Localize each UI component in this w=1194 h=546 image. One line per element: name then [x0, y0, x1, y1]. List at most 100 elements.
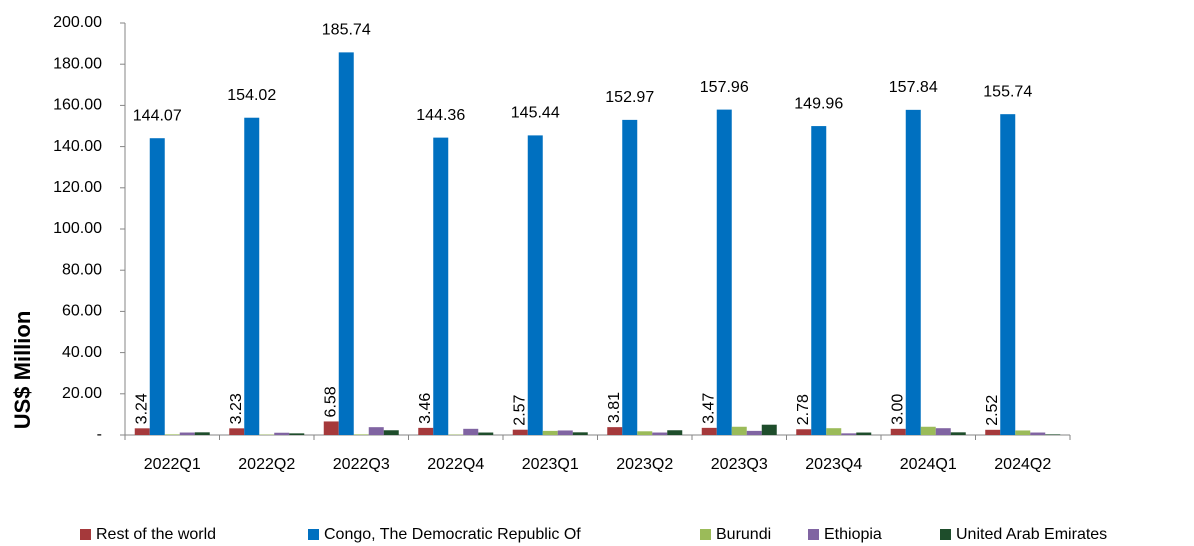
data-label: 3.46 — [417, 393, 434, 424]
data-label: 3.47 — [700, 393, 717, 424]
x-tick-label: 2023Q4 — [805, 456, 862, 473]
y-tick-label: 40.00 — [62, 344, 102, 361]
bar — [463, 428, 479, 435]
data-label: 3.23 — [228, 393, 245, 424]
x-tick-label: 2022Q2 — [238, 456, 295, 473]
data-label: 157.84 — [889, 79, 938, 96]
bar — [935, 428, 951, 435]
bar — [796, 429, 812, 435]
x-tick-label: 2022Q1 — [144, 456, 201, 473]
bar — [826, 428, 842, 435]
bar — [338, 52, 354, 435]
bar — [1030, 432, 1046, 435]
bar — [418, 427, 434, 435]
bar — [164, 434, 180, 435]
legend-swatch — [80, 529, 91, 540]
x-tick-label: 2022Q3 — [333, 456, 390, 473]
data-label: 145.44 — [511, 105, 560, 122]
bar — [572, 432, 588, 435]
y-tick-label: - — [97, 426, 102, 443]
bar — [557, 430, 573, 435]
data-label: 152.97 — [605, 89, 654, 106]
bar — [841, 433, 857, 435]
bar — [1015, 430, 1031, 435]
x-tick-label: 2023Q3 — [711, 456, 768, 473]
bar — [746, 430, 762, 435]
bar — [890, 428, 906, 435]
data-label: 2.52 — [984, 395, 1001, 426]
bar — [134, 428, 150, 435]
bar — [512, 429, 528, 435]
data-label: 3.81 — [606, 392, 623, 423]
bar — [716, 109, 732, 435]
x-tick-label: 2023Q2 — [616, 456, 673, 473]
bar — [811, 126, 827, 435]
x-tick-label: 2024Q2 — [994, 456, 1051, 473]
data-label: 2.57 — [511, 394, 528, 425]
bar — [622, 119, 638, 435]
data-label: 157.96 — [700, 79, 749, 96]
bar — [353, 434, 369, 435]
bar — [607, 427, 623, 435]
bar — [527, 135, 543, 435]
x-tick-label: 2024Q1 — [900, 456, 957, 473]
bar — [1000, 114, 1016, 435]
legend-swatch — [308, 529, 319, 540]
bar — [194, 432, 210, 435]
legend-label: Ethiopia — [824, 526, 882, 543]
x-tick-label: 2022Q4 — [427, 456, 484, 473]
bar — [905, 109, 921, 435]
bar — [637, 431, 653, 435]
bar — [289, 433, 305, 435]
bar — [274, 432, 290, 435]
legend-swatch — [940, 529, 951, 540]
data-label: 154.02 — [227, 87, 276, 104]
bar — [1045, 434, 1061, 435]
data-label: 144.36 — [416, 107, 465, 124]
bar — [856, 432, 872, 435]
bar — [731, 426, 747, 435]
legend-label: Congo, The Democratic Republic Of — [324, 526, 581, 543]
data-label: 149.96 — [794, 95, 843, 112]
bar — [244, 117, 260, 435]
bar — [149, 138, 165, 435]
data-label: 2.78 — [795, 394, 812, 425]
y-tick-label: 120.00 — [53, 179, 102, 196]
legend-swatch — [700, 529, 711, 540]
data-label: 185.74 — [322, 22, 371, 39]
bar — [920, 426, 936, 435]
y-tick-label: 180.00 — [53, 55, 102, 72]
data-label: 3.24 — [133, 393, 150, 424]
bar — [652, 432, 668, 435]
bar — [542, 430, 558, 435]
legend-label: United Arab Emirates — [956, 526, 1107, 543]
data-label: 3.00 — [889, 394, 906, 425]
y-tick-label: 20.00 — [62, 385, 102, 402]
bar — [478, 432, 494, 435]
x-tick-label: 2023Q1 — [522, 456, 579, 473]
bar — [323, 421, 339, 435]
bar — [368, 427, 384, 435]
bar — [950, 432, 966, 435]
bar — [701, 427, 717, 435]
y-tick-label: 100.00 — [53, 220, 102, 237]
bar — [433, 137, 449, 435]
bar — [229, 428, 245, 435]
y-tick-label: 80.00 — [62, 261, 102, 278]
data-label: 144.07 — [133, 107, 182, 124]
bar — [383, 430, 399, 435]
data-label: 155.74 — [983, 83, 1032, 100]
y-tick-label: 200.00 — [53, 14, 102, 31]
legend-label: Burundi — [716, 526, 771, 543]
y-tick-label: 60.00 — [62, 303, 102, 320]
bar — [179, 432, 195, 435]
bar — [761, 424, 777, 435]
y-tick-label: 140.00 — [53, 138, 102, 155]
y-tick-label: 160.00 — [53, 97, 102, 114]
data-label: 6.58 — [322, 386, 339, 417]
bar — [985, 429, 1001, 435]
legend-label: Rest of the world — [96, 526, 216, 543]
y-axis-title: US$ Million — [10, 311, 35, 430]
bar — [667, 430, 683, 435]
